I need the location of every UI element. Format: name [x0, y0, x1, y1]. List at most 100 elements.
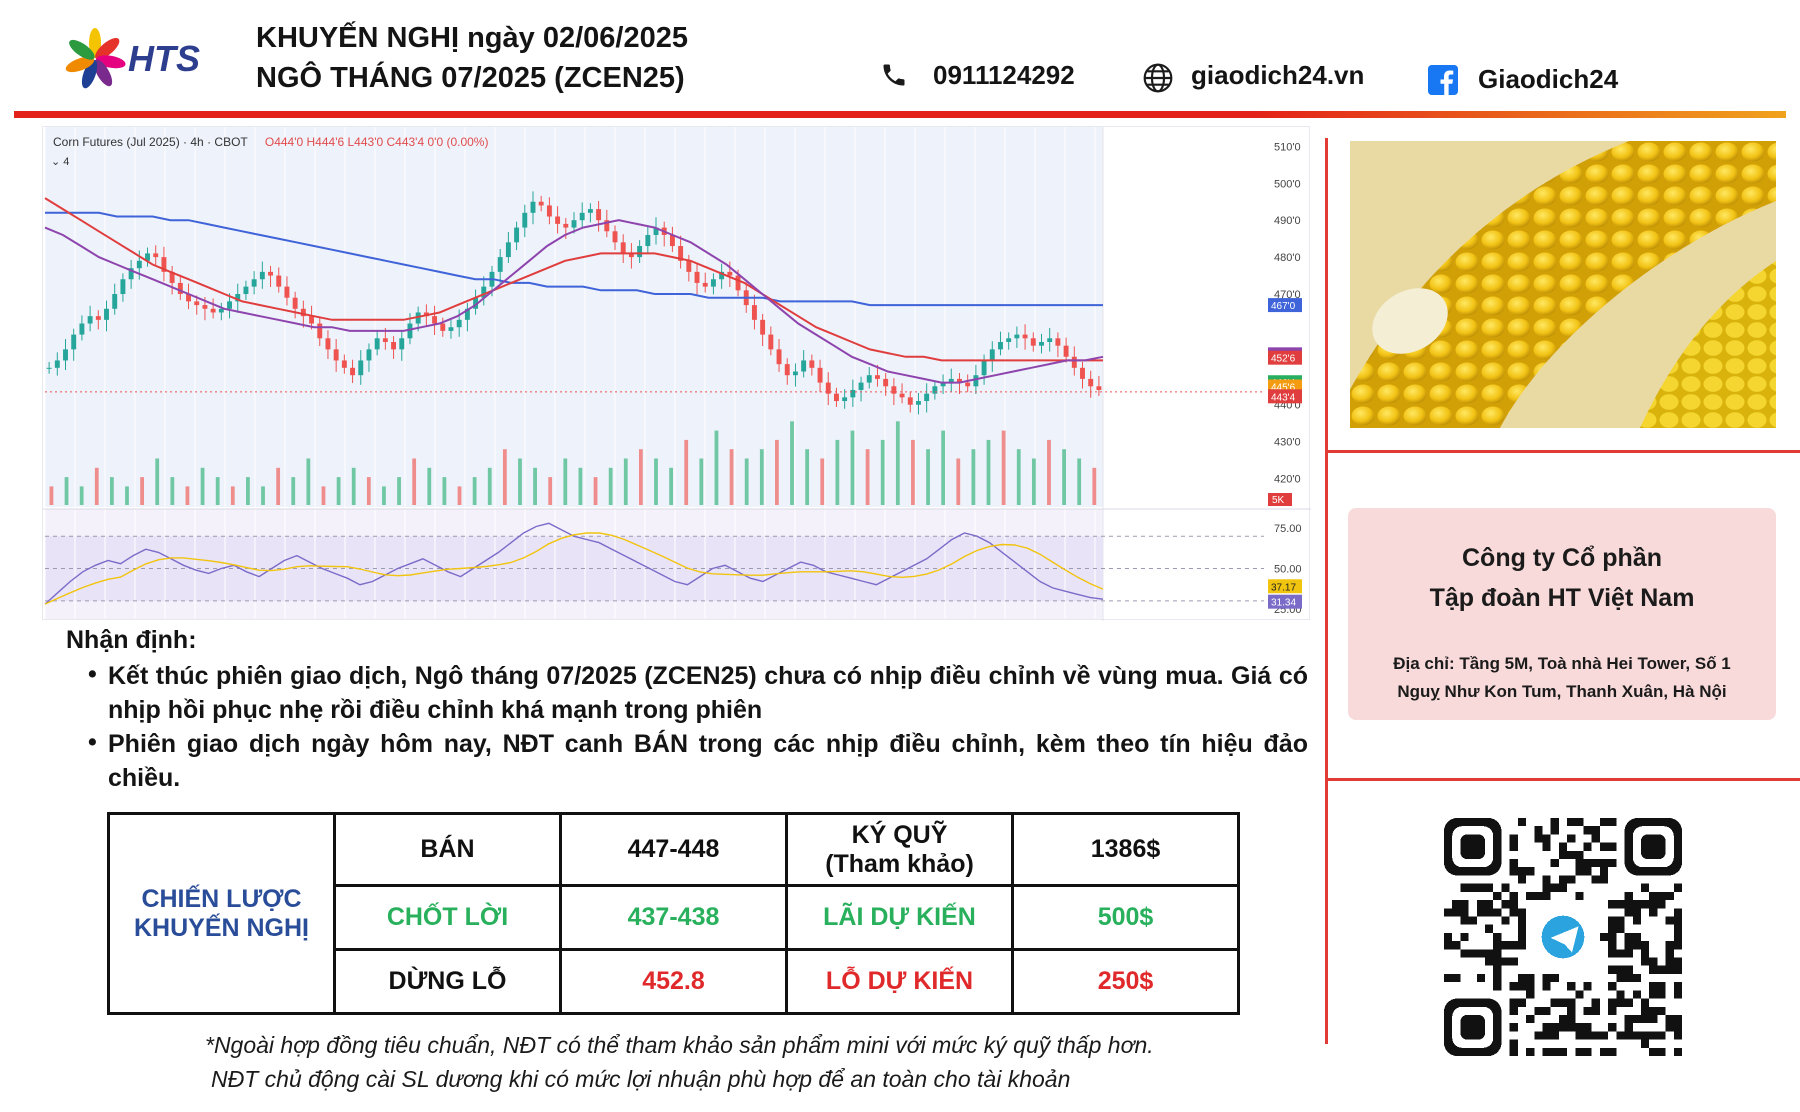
qr-module	[1608, 924, 1617, 933]
candle-body	[768, 334, 774, 350]
qr-module	[1542, 842, 1551, 851]
qr-module	[1624, 891, 1633, 901]
candle-body	[825, 382, 831, 394]
candle-body	[530, 201, 536, 213]
candle-body	[686, 260, 692, 272]
qr-module	[1608, 998, 1617, 1007]
candle-body	[415, 312, 421, 324]
qr-module	[1657, 1047, 1666, 1056]
qr-module	[1640, 941, 1650, 950]
volume-bar	[291, 477, 296, 505]
candle-body	[79, 323, 85, 335]
candle-body	[784, 364, 790, 376]
bullet-marker: •	[88, 660, 97, 688]
candle-body	[989, 349, 995, 361]
qr-module	[1616, 949, 1625, 958]
expected-profit-value-cell: 500$	[1011, 884, 1240, 951]
qr-module	[1624, 932, 1633, 942]
rsi-tag-label: 37.17	[1271, 582, 1296, 593]
qr-module	[1550, 883, 1559, 892]
volume-bar	[397, 477, 401, 505]
volume-bar	[971, 449, 976, 505]
stop-loss-value-cell: 452.8	[559, 948, 788, 1015]
qr-module	[1624, 908, 1633, 917]
instrument-label: Corn Futures (Jul 2025) · 4h · CBOT	[53, 135, 248, 149]
website-link[interactable]: giaodich24.vn	[1191, 60, 1365, 90]
qr-module	[1444, 908, 1453, 917]
qr-module	[1493, 941, 1502, 950]
qr-module	[1501, 883, 1510, 892]
volume-bar	[895, 421, 900, 505]
company-name-line2: Tập đoàn HT Việt Nam	[1429, 584, 1695, 612]
qr-module	[1575, 891, 1584, 901]
volume-bar	[533, 467, 537, 505]
volume-bar	[548, 477, 553, 505]
indicator-toggle[interactable]: ⌄ 4	[51, 155, 69, 168]
qr-module	[1583, 867, 1592, 876]
qr-module	[1608, 916, 1617, 925]
candle-body	[120, 279, 126, 295]
candle-body	[1071, 356, 1077, 368]
rsi-line	[44, 522, 1104, 605]
candle-body	[1030, 338, 1036, 346]
qr-finder-inner	[1460, 834, 1486, 860]
qr-module	[1673, 1023, 1682, 1032]
margin-label-cell: KÝ QUỸ (Tham khảo)	[785, 812, 1014, 887]
telegram-qr-code[interactable]	[1444, 818, 1682, 1056]
volume-bar	[1077, 458, 1082, 505]
volume-bar	[744, 458, 749, 505]
chart-legend: Corn Futures (Jul 2025) · 4h · CBOT O444…	[53, 135, 488, 149]
volume-bar	[578, 467, 583, 505]
qr-module	[1608, 842, 1617, 851]
qr-module	[1485, 957, 1494, 966]
candle-body	[948, 378, 954, 383]
candle-body	[432, 316, 438, 324]
qr-module	[1649, 1047, 1658, 1056]
qr-module	[1567, 850, 1576, 860]
qr-module	[1632, 941, 1641, 950]
candle-body	[776, 349, 782, 365]
footnote-line1: *Ngoài hợp đồng tiêu chuẩn, NĐT có thể t…	[205, 1032, 1154, 1058]
qr-module	[1632, 1014, 1641, 1024]
table-row: CHIẾN LƯỢC KHUYẾN NGHỊ BÁN 447-448 KÝ QU…	[107, 812, 1240, 1015]
candle-body	[161, 257, 167, 272]
qr-module	[1665, 957, 1674, 966]
qr-module	[1583, 859, 1592, 868]
chevron-down-icon: ⌄	[51, 156, 61, 168]
qr-module	[1509, 982, 1518, 991]
qr-module	[1624, 1031, 1633, 1040]
strategy-label-line1: CHIẾN LƯỢC	[141, 884, 302, 913]
phone-link[interactable]: 0911124292	[933, 60, 1075, 90]
qr-module	[1493, 891, 1502, 901]
candle-body	[1063, 345, 1069, 357]
qr-module	[1583, 1031, 1592, 1040]
candle-body	[669, 234, 675, 247]
candle-body	[833, 393, 839, 402]
candle-body	[628, 253, 634, 258]
volume-bar	[759, 449, 764, 505]
globe-icon	[1143, 63, 1173, 93]
candle-body	[891, 386, 897, 394]
qr-module	[1673, 916, 1682, 925]
qr-module	[1509, 900, 1518, 909]
qr-module	[1599, 859, 1609, 868]
qr-module	[1624, 973, 1633, 983]
candle-body	[596, 209, 602, 221]
qr-module	[1583, 982, 1592, 991]
volume-bar	[1047, 439, 1051, 505]
qr-module	[1501, 916, 1510, 925]
candle-body	[653, 227, 659, 235]
candle-body	[522, 212, 528, 228]
qr-module	[1517, 941, 1527, 950]
volume-bar	[246, 477, 250, 505]
qr-module	[1509, 834, 1518, 843]
qr-module	[1624, 949, 1633, 958]
qr-module	[1493, 949, 1502, 958]
candle-body	[973, 375, 979, 387]
candle-body	[587, 209, 593, 213]
candle-body	[555, 216, 561, 224]
qr-module	[1509, 998, 1518, 1007]
qr-module	[1649, 900, 1658, 909]
facebook-link[interactable]: Giaodich24	[1478, 64, 1619, 94]
candle-body	[645, 234, 651, 247]
